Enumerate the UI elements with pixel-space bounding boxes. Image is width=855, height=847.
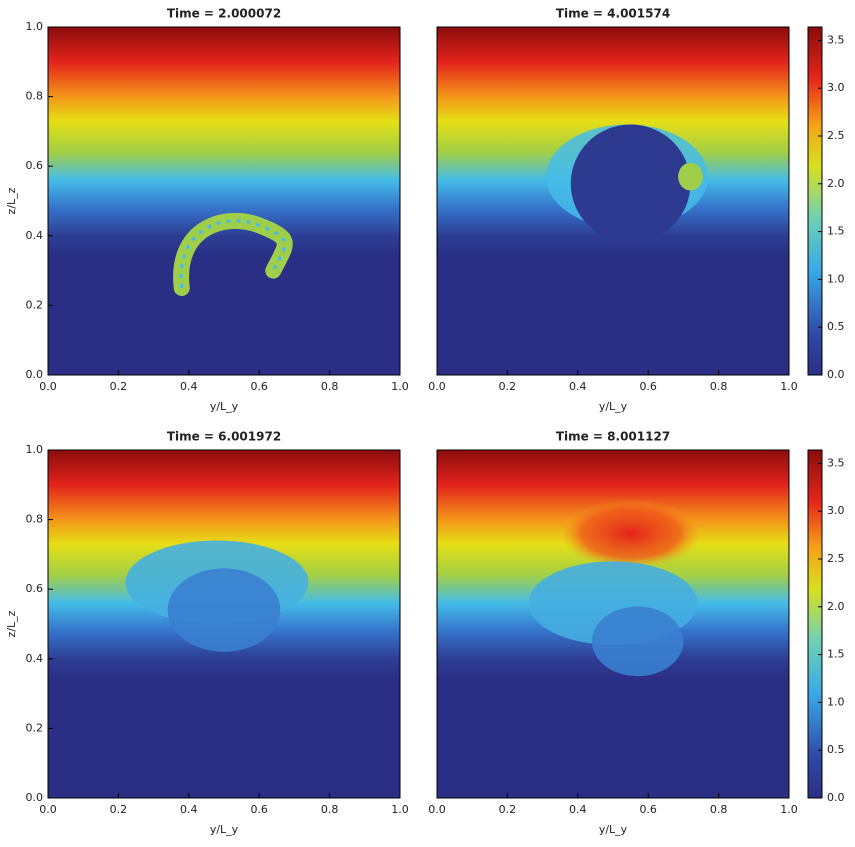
colorbar-tick-label: 0.5 (827, 320, 845, 333)
colorbar-tick-label: 3.5 (827, 33, 845, 46)
x-tick-label: 0.6 (639, 803, 657, 816)
plume-edge (179, 219, 287, 289)
x-tick-label: 0.8 (321, 380, 339, 393)
field (48, 27, 400, 375)
plot-frame (436, 26, 790, 376)
colorbar (807, 26, 823, 376)
plume-core (570, 124, 691, 243)
x-axis-label: y/L_y (210, 823, 239, 836)
x-tick-label: 0.8 (710, 803, 728, 816)
colorbar-tick-label: 1.5 (827, 225, 845, 238)
colorbar-tick-label: 1.0 (827, 272, 845, 285)
plume-cloud (167, 568, 281, 652)
plot-area (48, 27, 400, 375)
x-axis-label: y/L_y (599, 400, 628, 413)
y-tick-label: 0.6 (26, 159, 44, 172)
x-tick-label: 0.2 (499, 803, 517, 816)
colorbar-tick-label: 3.0 (827, 504, 845, 517)
x-tick-label: 0.4 (569, 380, 587, 393)
x-tick-label: 0.2 (110, 803, 128, 816)
x-tick-label: 0.6 (250, 380, 268, 393)
colorbar (807, 449, 823, 799)
x-tick-label: 0.4 (180, 803, 198, 816)
y-tick-label: 0.8 (26, 513, 44, 526)
chart-title: Time = 4.001574 (556, 7, 670, 21)
plot-frame (47, 26, 401, 376)
colorbar-tick-label: 3.0 (827, 81, 845, 94)
chart-title: Time = 6.001972 (167, 430, 281, 444)
x-axis-label: y/L_y (599, 823, 628, 836)
y-tick-label: 0.8 (26, 90, 44, 103)
x-tick-label: 1.0 (780, 380, 798, 393)
colorbar-tick-label: 2.0 (827, 177, 845, 190)
y-tick-label: 1.0 (26, 443, 44, 456)
x-tick-label: 0.0 (39, 803, 57, 816)
y-tick-label: 0.6 (26, 582, 44, 595)
colorbar-tick-label: 2.5 (827, 129, 845, 142)
y-tick-label: 0.4 (26, 652, 44, 665)
plot-frame (47, 449, 401, 799)
y-axis-label: z/L_z (5, 610, 18, 637)
x-tick-label: 1.0 (391, 803, 409, 816)
colorbar-tick-label: 2.0 (827, 600, 845, 613)
plot-area (437, 27, 789, 375)
chart-title: Time = 2.000072 (167, 7, 281, 21)
colorbar-tick-label: 0.0 (827, 791, 845, 804)
plot-area (437, 450, 789, 798)
y-tick-label: 0.2 (26, 721, 44, 734)
x-tick-label: 0.4 (180, 380, 198, 393)
x-tick-label: 0.0 (428, 803, 446, 816)
y-tick-label: 0.2 (26, 298, 44, 311)
x-tick-label: 1.0 (391, 380, 409, 393)
colorbar-tick-label: 1.0 (827, 695, 845, 708)
plume-cloud (591, 606, 684, 677)
x-tick-label: 0.8 (321, 803, 339, 816)
x-tick-label: 1.0 (780, 803, 798, 816)
plot-frame (436, 449, 790, 799)
plot-area (48, 450, 400, 798)
y-tick-label: 0.0 (26, 368, 44, 381)
x-tick-label: 0.0 (39, 380, 57, 393)
y-tick-label: 0.0 (26, 791, 44, 804)
x-tick-label: 0.6 (639, 380, 657, 393)
colorbar-tick-label: 3.5 (827, 456, 845, 469)
x-axis-label: y/L_y (210, 400, 239, 413)
colorbar-tick-label: 0.0 (827, 368, 845, 381)
x-tick-label: 0.2 (499, 380, 517, 393)
dip (560, 498, 701, 569)
colorbar-tick-label: 0.5 (827, 743, 845, 756)
y-tick-label: 1.0 (26, 20, 44, 33)
x-tick-label: 0.2 (110, 380, 128, 393)
colorbar-tick-label: 1.5 (827, 648, 845, 661)
x-tick-label: 0.4 (569, 803, 587, 816)
x-tick-label: 0.0 (428, 380, 446, 393)
colorbar-tick-label: 2.5 (827, 552, 845, 565)
plume-spot (678, 162, 703, 191)
y-axis-label: z/L_z (5, 187, 18, 214)
x-tick-label: 0.6 (250, 803, 268, 816)
y-tick-label: 0.4 (26, 229, 44, 242)
x-tick-label: 0.8 (710, 380, 728, 393)
chart-title: Time = 8.001127 (556, 430, 670, 444)
